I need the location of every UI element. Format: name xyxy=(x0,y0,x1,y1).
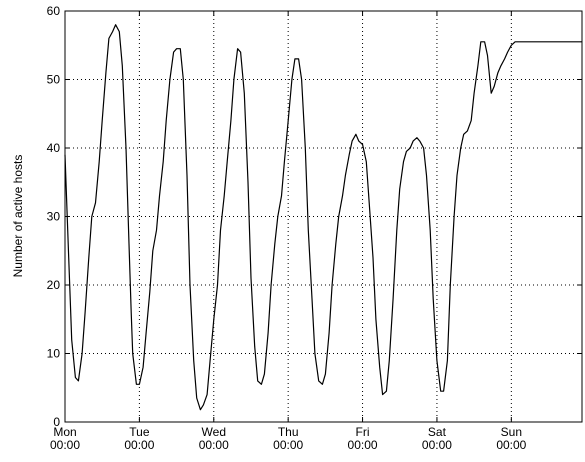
y-tick-label: 20 xyxy=(47,278,61,292)
series-group xyxy=(64,24,582,411)
y-axis: 0 10 20 30 40 50 60 xyxy=(47,4,582,429)
x-tick-time-label: 00:00 xyxy=(199,438,229,452)
x-tick-time-label: 00:00 xyxy=(348,438,378,452)
y-tick-label: 0 xyxy=(53,415,60,429)
x-tick-time-label: 00:00 xyxy=(273,438,303,452)
x-tick-day-label: Mon xyxy=(53,425,76,439)
plot-area xyxy=(65,11,582,422)
x-tick-time-label: 00:00 xyxy=(422,438,452,452)
x-tick-time-label: 00:00 xyxy=(124,438,154,452)
series-line xyxy=(64,24,582,411)
y-tick-label: 60 xyxy=(47,4,61,18)
y-tick-label: 50 xyxy=(47,73,61,87)
x-tick-day-label: Tue xyxy=(129,425,150,439)
x-tick-day-label: Sun xyxy=(501,425,522,439)
x-tick-time-label: 00:00 xyxy=(496,438,526,452)
x-tick-day-label: Fri xyxy=(356,425,370,439)
y-axis-label: Number of active hosts xyxy=(11,155,25,278)
grid-lines xyxy=(65,11,582,422)
y-tick-label: 30 xyxy=(47,210,61,224)
x-tick-day-label: Sat xyxy=(428,425,447,439)
y-tick-label: 40 xyxy=(47,141,61,155)
x-tick-day-label: Wed xyxy=(202,425,226,439)
x-axis: Mon00:00Tue00:00Wed00:00Thu00:00Fri00:00… xyxy=(50,11,527,452)
x-tick-time-label: 00:00 xyxy=(50,438,80,452)
y-tick-label: 10 xyxy=(47,347,61,361)
x-tick-day-label: Thu xyxy=(278,425,299,439)
